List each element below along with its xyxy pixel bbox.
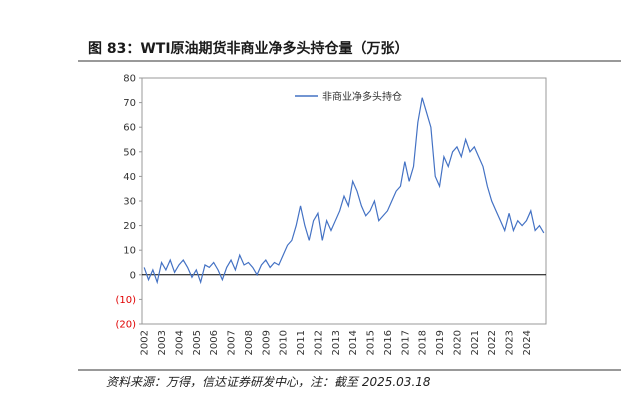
x-tick-label: 2012: [313, 330, 324, 355]
x-tick-label: 2023: [505, 330, 516, 355]
x-tick-label: 2009: [261, 330, 272, 355]
y-tick-label: (20): [115, 320, 136, 331]
x-tick-label: 2022: [487, 330, 498, 355]
legend-label: 非商业净多头持仓: [322, 90, 402, 103]
y-tick-label: 80: [123, 74, 136, 85]
x-tick-label: 2015: [366, 330, 377, 355]
x-tick-label: 2002: [140, 330, 151, 355]
plot-frame: [141, 77, 547, 325]
y-tick-label: 60: [123, 123, 136, 134]
y-tick-label: (10): [115, 295, 136, 306]
x-tick-label: 2021: [470, 330, 481, 355]
x-tick-label: 2020: [452, 330, 463, 355]
x-tick-label: 2018: [418, 330, 429, 355]
x-tick-label: 2016: [383, 330, 394, 355]
x-tick-label: 2013: [331, 330, 342, 355]
y-tick-label: 70: [123, 98, 136, 109]
y-tick-label: 10: [123, 246, 136, 257]
x-tick-label: 2004: [174, 330, 185, 355]
data-line: [143, 97, 545, 285]
x-tick-label: 2003: [157, 330, 168, 355]
x-tick-label: 2017: [400, 330, 411, 355]
y-tick-label: 0: [130, 270, 136, 281]
x-tick-label: 2006: [209, 330, 220, 355]
x-tick-label: 2005: [192, 330, 203, 355]
chart-title: 图 83：WTI原油期货非商业净多头持仓量（万张）: [88, 40, 409, 57]
source-note: 资料来源：万得，信达证券研发中心，注：截至 2025.03.18: [106, 375, 431, 389]
y-tick-label: 30: [123, 197, 136, 208]
x-tick-label: 2007: [227, 330, 238, 355]
y-tick-label: 40: [123, 172, 136, 183]
x-tick-label: 2010: [279, 330, 290, 355]
x-tick-label: 2011: [296, 330, 307, 355]
x-tick-label: 2024: [522, 330, 533, 355]
y-tick-label: 20: [123, 221, 136, 232]
x-tick-label: 2019: [435, 330, 446, 355]
x-tick-label: 2008: [244, 330, 255, 355]
y-tick-label: 50: [123, 147, 136, 158]
x-tick-label: 2014: [348, 330, 359, 355]
